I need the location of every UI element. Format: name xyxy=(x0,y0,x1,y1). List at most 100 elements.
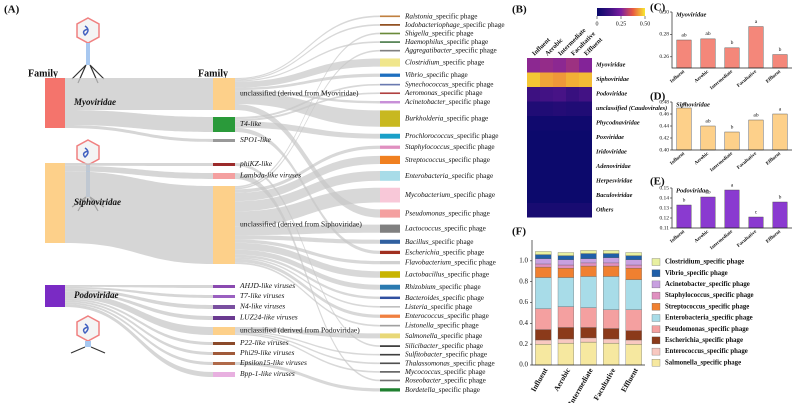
flow xyxy=(235,90,380,104)
bar-segment xyxy=(557,342,574,366)
bar-segment xyxy=(603,265,620,277)
x-tick-label: Effluent xyxy=(765,69,782,84)
group-label: unclassified (derived from Podoviridae) xyxy=(240,326,360,335)
panel-label: (A) xyxy=(4,4,20,16)
x-tick-label: Aerobic xyxy=(694,229,711,244)
host-genus: Haemophilus xyxy=(404,38,444,46)
host-suffix: _specific phage xyxy=(449,359,495,367)
heat-cell xyxy=(527,130,540,145)
host-suffix: _specific phage xyxy=(443,270,489,278)
host-suffix: _specific phage xyxy=(438,58,484,66)
host-suffix: _specific phage xyxy=(434,386,480,394)
host-suffix: _specific phage xyxy=(433,321,479,329)
y-tick-label: 0.40 xyxy=(659,147,669,153)
heat-cell xyxy=(527,116,540,131)
heat-cell xyxy=(579,159,592,174)
host-suffix: _specific phage xyxy=(438,248,484,256)
host-genus: Escherichia xyxy=(404,248,440,256)
x-tick-label: Effluent xyxy=(765,151,782,166)
host-suffix: _specific phage xyxy=(442,114,488,122)
group-label: T4-like xyxy=(240,119,262,128)
heat-cell xyxy=(566,87,579,102)
heat-cell xyxy=(566,159,579,174)
significance-letter: ab xyxy=(681,32,686,38)
family-label: Siphoviridae xyxy=(74,197,121,207)
bar-segment xyxy=(535,258,552,265)
flow xyxy=(65,163,213,166)
host-genus: Listeria xyxy=(404,302,428,310)
bar-segment xyxy=(535,254,552,259)
host-genus: Iodobacteriophage xyxy=(404,21,461,29)
group-label: Epsilon15-like viruses xyxy=(239,358,307,367)
bar-segment xyxy=(603,309,620,329)
host-suffix: _specific phage xyxy=(451,46,497,54)
host-label: Synechococcus_specific phage xyxy=(405,80,493,88)
x-tick-label: Facultative xyxy=(592,366,618,402)
x-tick-label: Intermediate xyxy=(710,69,735,91)
legend-swatch xyxy=(651,359,661,367)
flow xyxy=(235,362,380,392)
flow xyxy=(235,173,380,382)
heat-cell xyxy=(540,145,553,160)
host-label: Bacteroides_specific phage xyxy=(405,293,484,301)
heat-cell xyxy=(553,101,566,116)
x-tick-label: Facultative xyxy=(737,69,759,89)
bar xyxy=(724,131,740,151)
significance-letter: c xyxy=(755,209,758,215)
bar-segment xyxy=(557,259,574,266)
host-suffix: _specific phage xyxy=(444,98,490,106)
significance-letter: a xyxy=(731,182,734,188)
flow xyxy=(65,165,213,179)
host-label: Acinetobacter_specific phage xyxy=(404,98,490,106)
heat-cell xyxy=(566,188,579,203)
row-label: Myoviridae xyxy=(595,62,626,69)
host-node xyxy=(380,333,400,339)
host-node xyxy=(380,306,400,308)
heat-cell xyxy=(553,58,566,73)
flow xyxy=(65,78,213,110)
row-label: Podoviridae xyxy=(596,91,627,98)
heat-cell xyxy=(566,116,579,131)
host-genus: Acinetobacter xyxy=(404,98,446,106)
bar-segment xyxy=(625,252,642,256)
host-node xyxy=(380,170,400,181)
flow xyxy=(235,262,380,327)
host-node xyxy=(380,24,400,26)
bar-segment xyxy=(625,339,642,345)
host-label: Silicibacter_specific phage xyxy=(405,342,483,350)
host-label: Sulfitobacter_specific phage xyxy=(405,350,487,358)
heat-cell xyxy=(540,116,553,131)
bar-segment xyxy=(625,279,642,310)
heat-cell xyxy=(553,203,566,218)
host-node xyxy=(380,187,400,203)
bar-segment xyxy=(580,258,597,264)
bar-segment xyxy=(625,309,642,331)
legend-swatch xyxy=(651,303,661,311)
host-genus: Roseobacter xyxy=(404,376,441,384)
bar-segment xyxy=(625,267,642,280)
host-genus: Mycococcus xyxy=(404,368,441,376)
host-label: Roseobacter_specific phage xyxy=(404,376,486,384)
host-genus: Lactococcus xyxy=(404,224,441,232)
family-node xyxy=(45,78,65,128)
flow xyxy=(65,291,213,320)
bar xyxy=(700,38,716,69)
heat-cell xyxy=(579,116,592,131)
axis xyxy=(531,240,645,366)
flow xyxy=(235,249,380,290)
flow xyxy=(235,91,380,127)
flow xyxy=(235,24,380,81)
legend-label: Enterococcus_specific phage xyxy=(665,348,748,355)
x-tick-label: Intermediate xyxy=(710,229,735,251)
host-suffix: _specific phage xyxy=(447,172,493,180)
heat-cell xyxy=(566,101,579,116)
x-tick-label: Effluent xyxy=(765,229,782,244)
group-node xyxy=(213,117,235,132)
host-label: Rhizobium_specific phage xyxy=(404,283,481,291)
row-label: Adenoviridae xyxy=(595,163,631,170)
heat-cell xyxy=(566,174,579,189)
y-tick-label: 0.4 xyxy=(519,319,528,327)
heat-cell xyxy=(553,159,566,174)
flow xyxy=(235,332,380,365)
row-label: Siphoviridae xyxy=(596,76,629,83)
